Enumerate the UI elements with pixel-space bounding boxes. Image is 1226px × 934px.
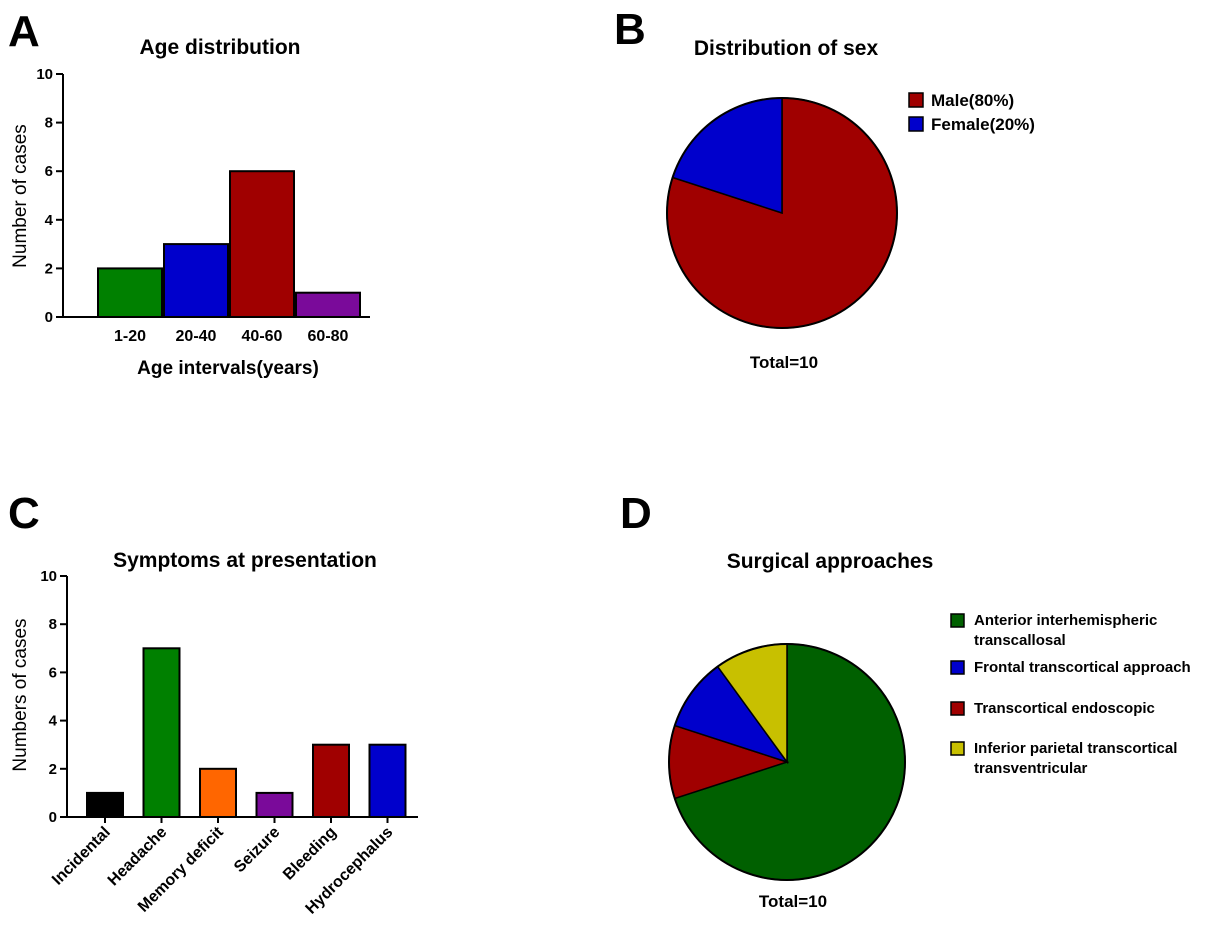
pie-surgical — [668, 643, 906, 881]
legend-swatch-male-80 — [908, 92, 924, 108]
bar-60-80 — [295, 291, 361, 319]
legend-sex: Male(80%) Female(20%) — [908, 91, 1035, 134]
x-tick-label-incidental: Incidental — [49, 824, 114, 889]
legend-swatch-frontal-transcortical-approach — [950, 660, 965, 675]
bar-bleeding — [312, 743, 350, 819]
panel-c: C Symptoms at presentation Numbers of ca… — [8, 489, 418, 918]
bar-hydrocephalus — [368, 743, 407, 819]
legend-label-inferior-parietal-transcortical-transventricular: Inferior parietal transcortical — [974, 740, 1177, 757]
y-axis-label-age: Number of cases — [10, 124, 31, 268]
x-tick-label-seizure: Seizure — [231, 824, 283, 876]
bar-40-60 — [229, 170, 295, 318]
y-tick-label: 0 — [49, 809, 57, 826]
y-axis-label-symptoms: Numbers of cases — [10, 618, 31, 771]
chart-title-age: Age distribution — [140, 36, 301, 59]
y-tick-label: 4 — [49, 713, 58, 730]
y-tick-label: 2 — [45, 260, 53, 277]
legend-label-anterior-interhemispheric-transcallosal: Anterior interhemispheric — [974, 612, 1157, 629]
x-tick-label-20-40: 20-40 — [176, 328, 217, 345]
legend-swatch-anterior-interhemispheric-transcallosal — [950, 613, 965, 628]
panel-letter-a: A — [8, 7, 40, 56]
bar-1-20 — [97, 267, 163, 318]
y-tick-label: 4 — [45, 212, 54, 229]
x-tick-label-40-60: 40-60 — [242, 328, 283, 345]
pie-outline — [666, 97, 898, 329]
total-label-surgical: Total=10 — [759, 892, 827, 911]
bar-headache — [142, 647, 181, 818]
panel-letter-b: B — [614, 5, 646, 54]
legend-label-transcortical-endoscopic: Transcortical endoscopic — [974, 700, 1155, 717]
bar-memory-deficit — [199, 767, 237, 818]
legend-label-male-80: Male(80%) — [931, 91, 1014, 110]
legend-swatch-female-20 — [908, 116, 924, 132]
panel-letter-c: C — [8, 489, 40, 538]
legend-label-frontal-transcortical-approach: Frontal transcortical approach — [974, 659, 1191, 676]
y-tick-label: 6 — [45, 163, 53, 180]
legend-label-anterior-interhemispheric-transcallosal-line2: transcallosal — [974, 632, 1066, 649]
x-axis-label-age: Age intervals(years) — [137, 358, 319, 379]
x-tick-label-60-80: 60-80 — [308, 328, 349, 345]
legend-swatch-transcortical-endoscopic — [950, 701, 965, 716]
y-tick-label: 8 — [45, 115, 53, 132]
chart-title-symptoms: Symptoms at presentation — [113, 549, 377, 572]
axes-symptoms: 0 2 4 6 8 10 — [40, 568, 418, 826]
panel-a: A Age distribution Number of cases Age i… — [8, 7, 370, 379]
bar-incidental — [86, 791, 124, 819]
pie-sex — [666, 97, 898, 329]
panel-d: D Surgical approaches Anterior interhemi… — [620, 489, 1191, 911]
legend-surgical: Anterior interhemispheric transcallosal Fr… — [950, 612, 1191, 777]
panel-letter-d: D — [620, 489, 652, 538]
y-tick-label: 2 — [49, 761, 57, 778]
legend-label-inferior-parietal-transcortical-transventricular-line2: transventricular — [974, 760, 1088, 777]
panel-b: B Distribution of sex Male(80%) Female(20… — [614, 5, 1035, 372]
legend-swatch-inferior-parietal-transcortical-transventricular — [950, 741, 965, 756]
y-tick-label: 0 — [45, 309, 53, 326]
x-tick-label-1-20: 1-20 — [114, 328, 146, 345]
chart-title-sex: Distribution of sex — [694, 37, 879, 60]
bar-20-40 — [163, 243, 229, 319]
pie-outline — [668, 643, 906, 881]
chart-title-surgical: Surgical approaches — [727, 550, 934, 573]
legend-label-female-20: Female(20%) — [931, 115, 1035, 134]
y-tick-label: 8 — [49, 616, 57, 633]
y-tick-label: 10 — [40, 568, 57, 585]
bar-seizure — [255, 791, 294, 819]
total-label-sex: Total=10 — [750, 353, 818, 372]
y-tick-label: 10 — [36, 66, 53, 83]
bars-age: 1-20 20-40 40-60 60-80 — [97, 170, 361, 345]
x-tick-label-bleeding: Bleeding — [280, 824, 340, 884]
y-tick-label: 6 — [49, 664, 57, 681]
